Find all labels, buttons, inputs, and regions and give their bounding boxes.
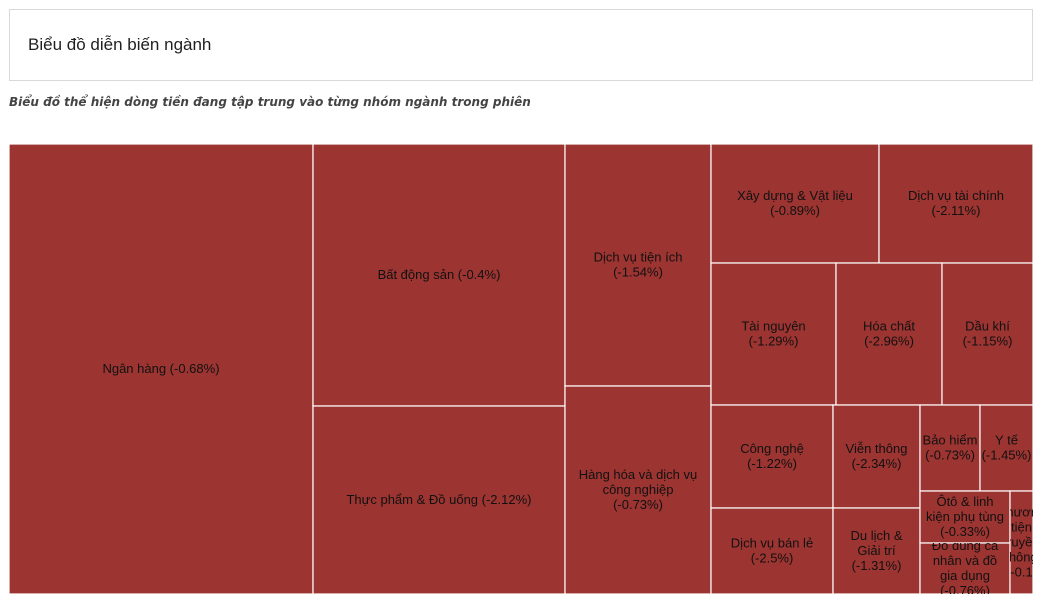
treemap-cell[interactable]: Du lịch & Giải trí (-1.31%) <box>832 507 921 594</box>
treemap-cell-label: Công nghệ (-1.22%) <box>740 441 804 471</box>
treemap-cell-rect <box>919 404 981 492</box>
treemap-cell-rect <box>312 144 566 407</box>
treemap-cell-rect <box>1009 490 1033 594</box>
treemap-cell-label: Dịch vụ tài chính (-2.11%) <box>908 188 1004 218</box>
treemap-cell-label: Viễn thông (-2.34%) <box>846 441 908 471</box>
treemap-cell[interactable]: Bất động sản (-0.4%) <box>312 144 566 407</box>
treemap-cell-rect <box>710 404 834 509</box>
treemap-cell-label: Thực phẩm & Đồ uống (-2.12%) <box>346 492 531 507</box>
treemap-cell-label: Phươngtiệntruyềnthông(-0.1) <box>998 505 1033 580</box>
treemap-cell-label: Y tế (-1.45%) <box>982 433 1032 463</box>
treemap-cell-rect <box>919 542 1011 594</box>
page-title: Biểu đồ diễn biến ngành <box>28 35 212 54</box>
treemap-cell-rect <box>312 405 566 594</box>
treemap-cell-label: Ngân hàng (-0.68%) <box>102 361 219 376</box>
treemap-cell-rect <box>941 262 1033 406</box>
treemap-cell-label: Dầu khí (-1.15%) <box>963 319 1013 349</box>
treemap-cell-rect <box>564 385 712 594</box>
treemap-cell-label: Hóa chất (-2.96%) <box>863 319 915 349</box>
treemap-cell[interactable]: Viễn thông (-2.34%) <box>832 404 921 509</box>
treemap-cell-label: Ôtô & linh kiện phụ tùng (-0.33%) <box>926 494 1004 539</box>
treemap-svg: Ngân hàng (-0.68%) Bất động sản (-0.4%) Th… <box>9 144 1033 594</box>
chart-subtitle: Biểu đồ thể hiện dòng tiền đang tập trun… <box>9 95 531 109</box>
treemap-cell-rect <box>9 144 314 594</box>
treemap-cell-rect <box>878 144 1033 264</box>
treemap-cell[interactable]: Thực phẩm & Đồ uống (-2.12%) <box>312 405 566 594</box>
treemap-cell-rect <box>832 404 921 509</box>
treemap-cell-rect <box>710 262 837 406</box>
treemap-cell[interactable]: Bảo hiểm (-0.73%) <box>919 404 981 492</box>
treemap-cell-label: Bảo hiểm (-0.73%) <box>923 433 978 463</box>
treemap-cell-rect <box>919 490 1011 544</box>
header-card: Biểu đồ diễn biến ngành <box>9 9 1033 81</box>
treemap-cell[interactable]: Dịch vụ tiện ích (-1.54%) <box>564 144 712 387</box>
treemap-cell-label: Tài nguyên (-1.29%) <box>741 319 805 349</box>
treemap-cell-label: Dịch vụ bán lẻ (-2.5%) <box>731 536 813 566</box>
treemap-cell-label: Hàng hóa và dịch vụ công nghiệp (-0.73%) <box>579 467 698 512</box>
treemap-cell[interactable]: Công nghệ (-1.22%) <box>710 404 834 509</box>
treemap-cell-label: Đồ dùng cá nhân và đồ gia dụng (-0.76%) <box>932 538 999 594</box>
treemap-cell[interactable]: Xây dựng & Vật liệu (-0.89%) <box>710 144 880 264</box>
treemap-cell[interactable]: Tài nguyên (-1.29%) <box>710 262 837 406</box>
treemap-cell-rect <box>979 404 1033 492</box>
treemap-cell[interactable]: Ngân hàng (-0.68%) <box>9 144 314 594</box>
treemap-cell[interactable]: Dầu khí (-1.15%) <box>941 262 1033 406</box>
treemap-cell[interactable]: Hóa chất (-2.96%) <box>835 262 943 406</box>
treemap-cell[interactable]: Đồ dùng cá nhân và đồ gia dụng (-0.76%) <box>919 538 1011 594</box>
treemap-cell[interactable]: Dịch vụ tài chính (-2.11%) <box>878 144 1033 264</box>
treemap-cell[interactable]: Dịch vụ bán lẻ (-2.5%) <box>710 507 834 594</box>
treemap-cell-label: Du lịch & Giải trí (-1.31%) <box>850 528 902 573</box>
treemap-cell-rect <box>710 507 834 594</box>
treemap-cell-rect <box>832 507 921 594</box>
treemap-cell-label: Dịch vụ tiện ích (-1.54%) <box>594 250 683 280</box>
treemap-cell[interactable]: Hàng hóa và dịch vụ công nghiệp (-0.73%) <box>564 385 712 594</box>
treemap-cell[interactable]: Phươngtiệntruyềnthông(-0.1) <box>998 490 1033 594</box>
sector-treemap: Ngân hàng (-0.68%) Bất động sản (-0.4%) Th… <box>9 144 1033 594</box>
treemap-cell-rect <box>710 144 880 264</box>
treemap-cell-rect <box>564 144 712 387</box>
treemap-cell[interactable]: Y tế (-1.45%) <box>979 404 1033 492</box>
treemap-cell-label: Bất động sản (-0.4%) <box>378 267 501 282</box>
treemap-cell[interactable]: Ôtô & linh kiện phụ tùng (-0.33%) <box>919 490 1011 544</box>
treemap-cell-label: Xây dựng & Vật liệu (-0.89%) <box>737 188 853 218</box>
